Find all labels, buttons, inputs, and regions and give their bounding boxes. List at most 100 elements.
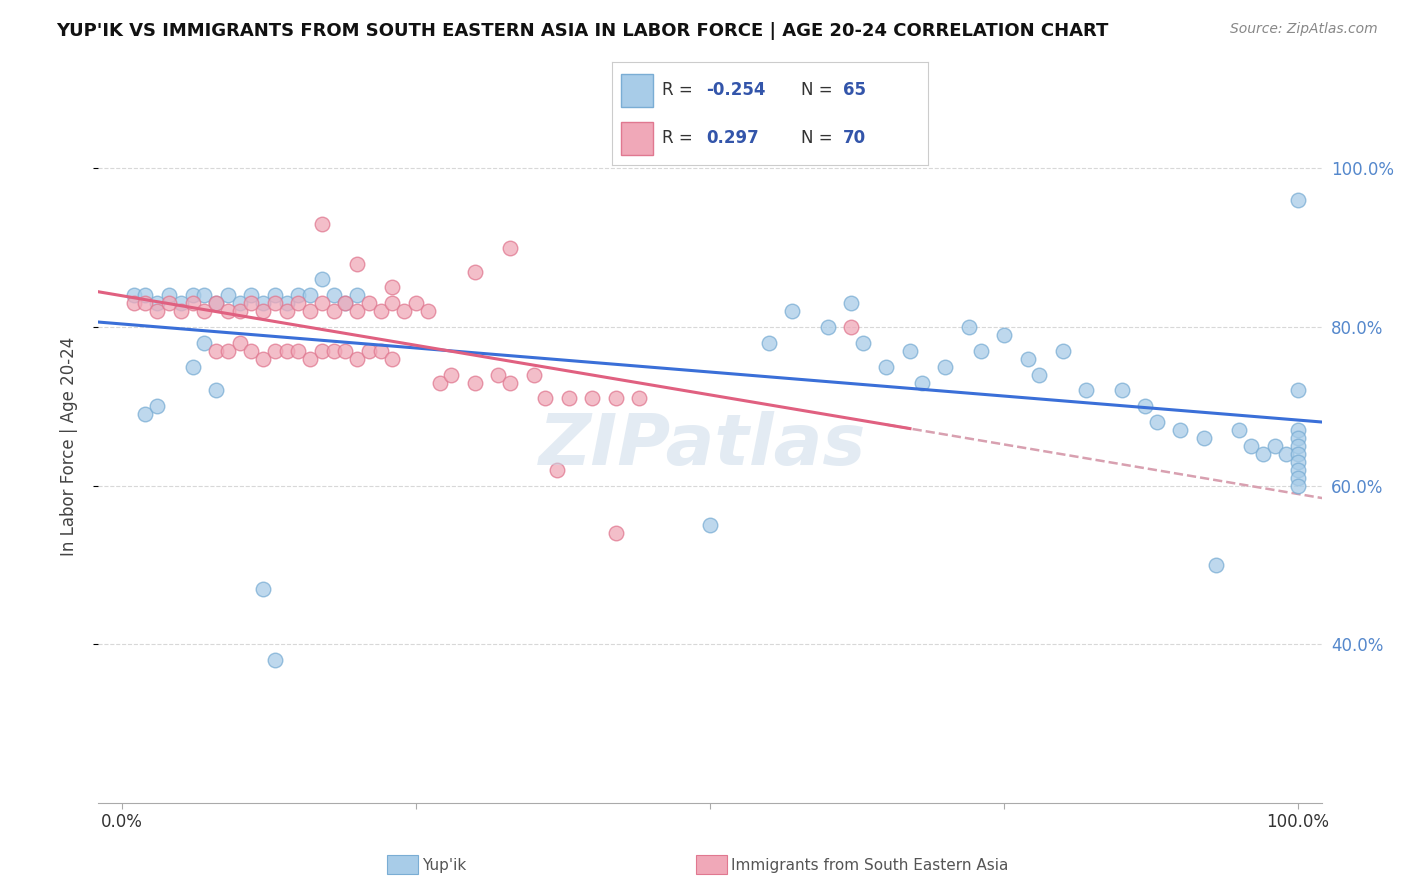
Point: [240, 296, 263, 310]
Point: [817, 320, 839, 334]
Point: [957, 320, 980, 334]
Point: [1146, 415, 1168, 429]
Point: [357, 343, 380, 358]
Point: [993, 328, 1015, 343]
Point: [1135, 400, 1157, 414]
Point: [217, 343, 239, 358]
Point: [370, 304, 392, 318]
Point: [146, 296, 169, 310]
Point: [839, 296, 862, 310]
Point: [1111, 384, 1133, 398]
Point: [1286, 463, 1309, 477]
Point: [1251, 447, 1274, 461]
Text: Yup'ik: Yup'ik: [422, 858, 465, 872]
Point: [311, 272, 333, 286]
Point: [252, 582, 274, 596]
Text: R =: R =: [662, 81, 699, 99]
Point: [440, 368, 463, 382]
Point: [1286, 423, 1309, 437]
Point: [1275, 447, 1298, 461]
Point: [405, 296, 427, 310]
Point: [1192, 431, 1215, 445]
Point: [205, 384, 228, 398]
Point: [499, 376, 522, 390]
Point: [205, 343, 228, 358]
Point: [370, 343, 392, 358]
Point: [346, 351, 368, 366]
Point: [558, 392, 581, 406]
Point: [839, 320, 862, 334]
Point: [346, 257, 368, 271]
Point: [1170, 423, 1192, 437]
Point: [875, 359, 897, 374]
Point: [252, 296, 274, 310]
Point: [534, 392, 557, 406]
Point: [193, 304, 215, 318]
Point: [276, 304, 298, 318]
Point: [346, 288, 368, 302]
Point: [1286, 447, 1309, 461]
Point: [628, 392, 651, 406]
Point: [1286, 439, 1309, 453]
Point: [228, 335, 250, 350]
Point: [1264, 439, 1286, 453]
Point: [605, 392, 627, 406]
Point: [758, 335, 780, 350]
Text: Immigrants from South Eastern Asia: Immigrants from South Eastern Asia: [731, 858, 1008, 872]
Point: [134, 296, 156, 310]
Point: [1028, 368, 1050, 382]
Point: [134, 288, 156, 302]
Text: 65: 65: [842, 81, 866, 99]
Point: [1227, 423, 1250, 437]
Point: [486, 368, 509, 382]
Point: [252, 351, 274, 366]
Point: [240, 288, 263, 302]
Point: [346, 304, 368, 318]
Text: ZIPatlas: ZIPatlas: [540, 411, 866, 481]
Point: [181, 296, 204, 310]
Point: [335, 296, 357, 310]
Point: [1205, 558, 1227, 572]
Point: [299, 304, 322, 318]
Point: [322, 288, 344, 302]
Point: [193, 335, 215, 350]
Text: R =: R =: [662, 129, 699, 147]
Point: [263, 296, 285, 310]
Point: [1017, 351, 1039, 366]
Point: [1286, 193, 1309, 207]
Point: [322, 304, 344, 318]
Point: [546, 463, 568, 477]
Point: [969, 343, 991, 358]
Point: [157, 296, 180, 310]
Text: Source: ZipAtlas.com: Source: ZipAtlas.com: [1230, 22, 1378, 37]
Text: N =: N =: [801, 81, 838, 99]
Point: [170, 304, 193, 318]
Point: [1286, 471, 1309, 485]
Point: [193, 288, 215, 302]
Point: [217, 288, 239, 302]
Point: [299, 288, 322, 302]
Point: [263, 343, 285, 358]
Point: [335, 296, 357, 310]
Point: [263, 653, 285, 667]
Point: [299, 351, 322, 366]
Point: [252, 304, 274, 318]
Point: [311, 343, 333, 358]
Point: [322, 343, 344, 358]
Point: [381, 280, 404, 294]
Point: [205, 296, 228, 310]
Point: [1286, 384, 1309, 398]
Point: [581, 392, 603, 406]
Y-axis label: In Labor Force | Age 20-24: In Labor Force | Age 20-24: [59, 336, 77, 556]
Point: [381, 351, 404, 366]
Point: [499, 241, 522, 255]
Text: -0.254: -0.254: [707, 81, 766, 99]
Point: [911, 376, 934, 390]
Point: [205, 296, 228, 310]
Point: [782, 304, 804, 318]
Point: [228, 304, 250, 318]
Text: YUP'IK VS IMMIGRANTS FROM SOUTH EASTERN ASIA IN LABOR FORCE | AGE 20-24 CORRELAT: YUP'IK VS IMMIGRANTS FROM SOUTH EASTERN …: [56, 22, 1108, 40]
Point: [934, 359, 956, 374]
Point: [605, 526, 627, 541]
Point: [464, 264, 486, 278]
